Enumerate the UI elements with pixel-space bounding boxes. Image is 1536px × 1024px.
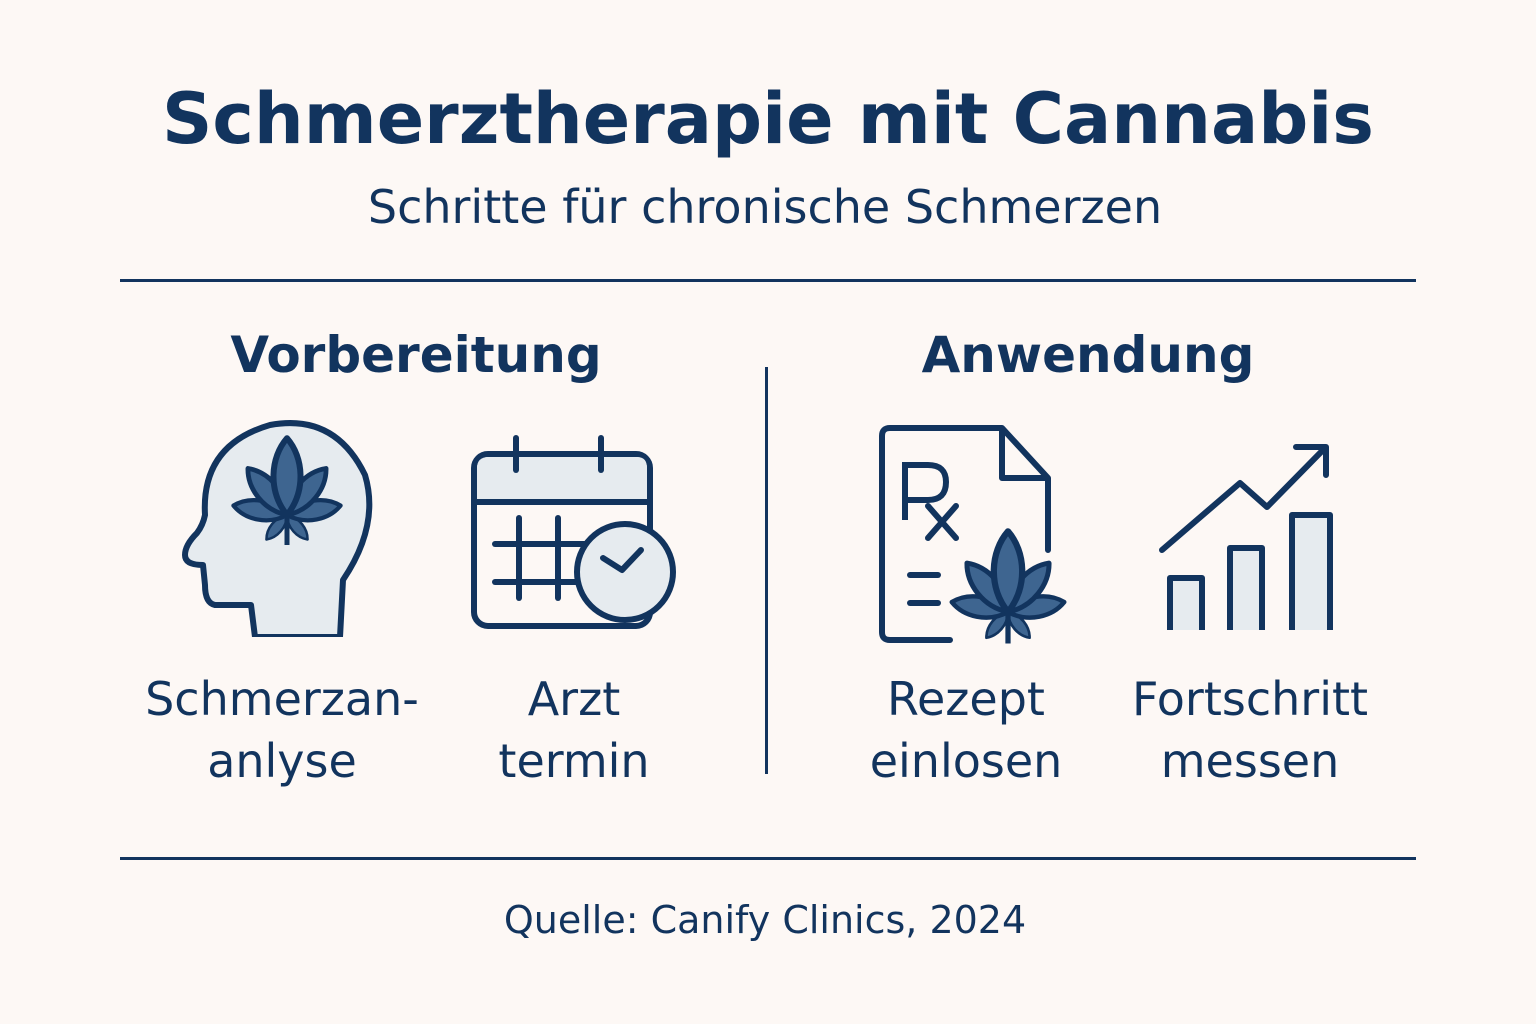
step-label-fortschritt: Fortschritt messen bbox=[1080, 668, 1420, 792]
prescription-cannabis-icon bbox=[879, 425, 1070, 650]
label-line: Schmerzan- bbox=[145, 672, 419, 726]
label-line: messen bbox=[1160, 734, 1340, 788]
section-heading-vorbereitung: Vorbereitung bbox=[230, 326, 602, 384]
step-label-rezept: Rezept einlosen bbox=[796, 668, 1136, 792]
page-subtitle: Schritte für chronische Schmerzen bbox=[367, 180, 1163, 234]
label-line: einlosen bbox=[869, 734, 1063, 788]
step-label-schmerzanalyse: Schmerzan- anlyse bbox=[112, 668, 452, 792]
label-line: Rezept bbox=[887, 672, 1045, 726]
step-label-arzttermin: Arzt termin bbox=[404, 668, 744, 792]
label-line: Fortschritt bbox=[1131, 672, 1369, 726]
page-title: Schmerztherapie mit Cannabis bbox=[162, 78, 1374, 160]
bottom-divider bbox=[120, 857, 1416, 860]
section-heading-anwendung: Anwendung bbox=[921, 326, 1255, 384]
label-line: anlyse bbox=[207, 734, 357, 788]
source-note: Quelle: Canify Clinics, 2024 bbox=[503, 898, 1027, 942]
calendar-clock-icon bbox=[471, 435, 676, 629]
label-line: termin bbox=[498, 734, 650, 788]
growth-chart-icon bbox=[1159, 444, 1333, 630]
section-divider bbox=[765, 367, 768, 774]
label-line: Arzt bbox=[527, 672, 621, 726]
top-divider bbox=[120, 279, 1416, 282]
head-cannabis-icon bbox=[182, 420, 373, 645]
